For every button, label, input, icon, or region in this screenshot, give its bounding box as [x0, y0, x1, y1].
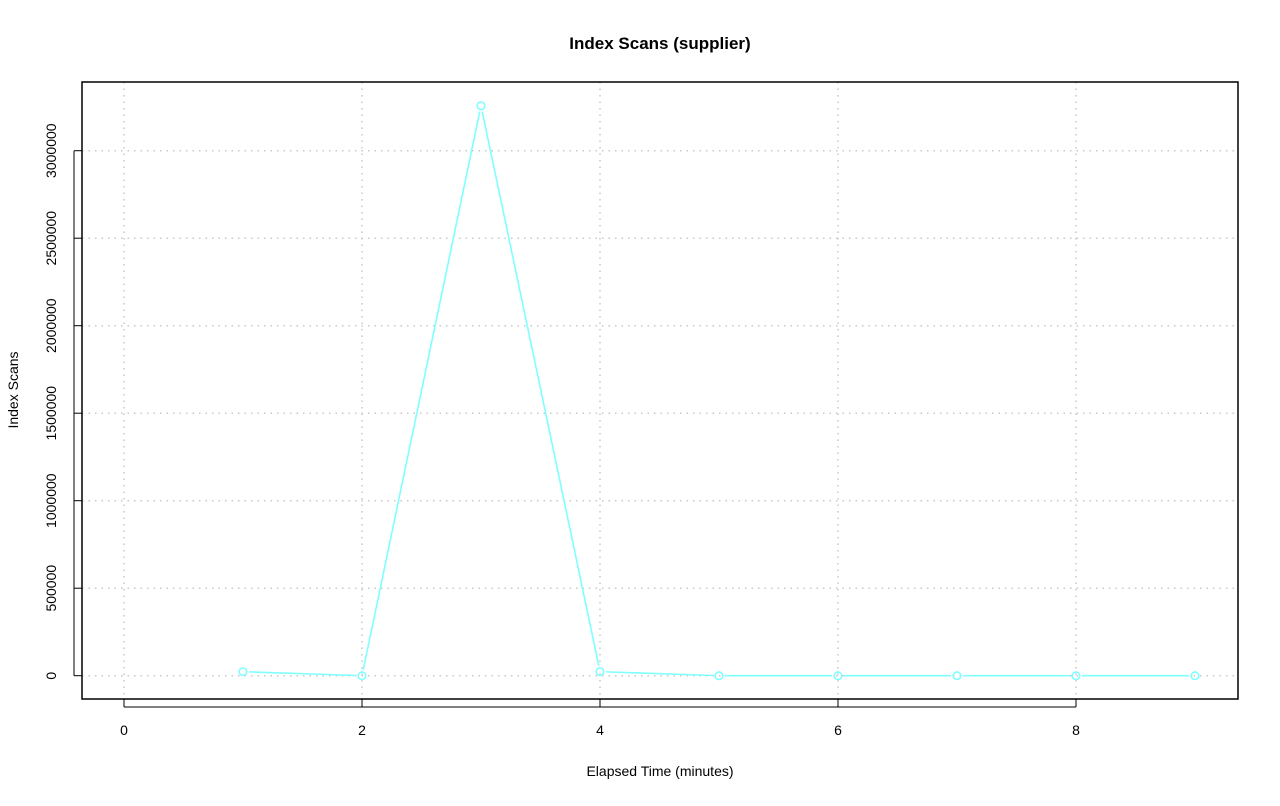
data-point [714, 671, 724, 681]
data-point [1190, 671, 1200, 681]
y-tick-label: 500000 [43, 565, 59, 612]
chart-title: Index Scans (supplier) [569, 34, 750, 53]
x-tick-label: 8 [1072, 722, 1080, 738]
data-point [238, 667, 248, 677]
y-tick-label: 3000000 [43, 123, 59, 178]
data-point [1071, 671, 1081, 681]
y-tick-label: 1000000 [43, 473, 59, 528]
series-segment [362, 111, 481, 670]
data-point [595, 667, 605, 677]
data-point [476, 101, 486, 111]
x-tick-label: 6 [834, 722, 842, 738]
series-segment [248, 671, 357, 677]
data-point [952, 671, 962, 681]
data-point [357, 671, 367, 681]
y-tick-label: 0 [43, 672, 59, 680]
y-tick-label: 2500000 [43, 211, 59, 266]
x-tick-label: 2 [358, 722, 366, 738]
y-tick-label: 1500000 [43, 386, 59, 441]
x-tick-label: 0 [120, 722, 128, 738]
y-axis-label: Index Scans [5, 351, 21, 428]
y-tick-label: 2000000 [43, 298, 59, 353]
data-point [833, 671, 843, 681]
plot-frame [81, 81, 1239, 700]
series-segment [481, 111, 600, 666]
x-tick-label: 4 [596, 722, 604, 738]
x-axis-label: Elapsed Time (minutes) [586, 763, 733, 779]
series-segment [605, 671, 714, 677]
